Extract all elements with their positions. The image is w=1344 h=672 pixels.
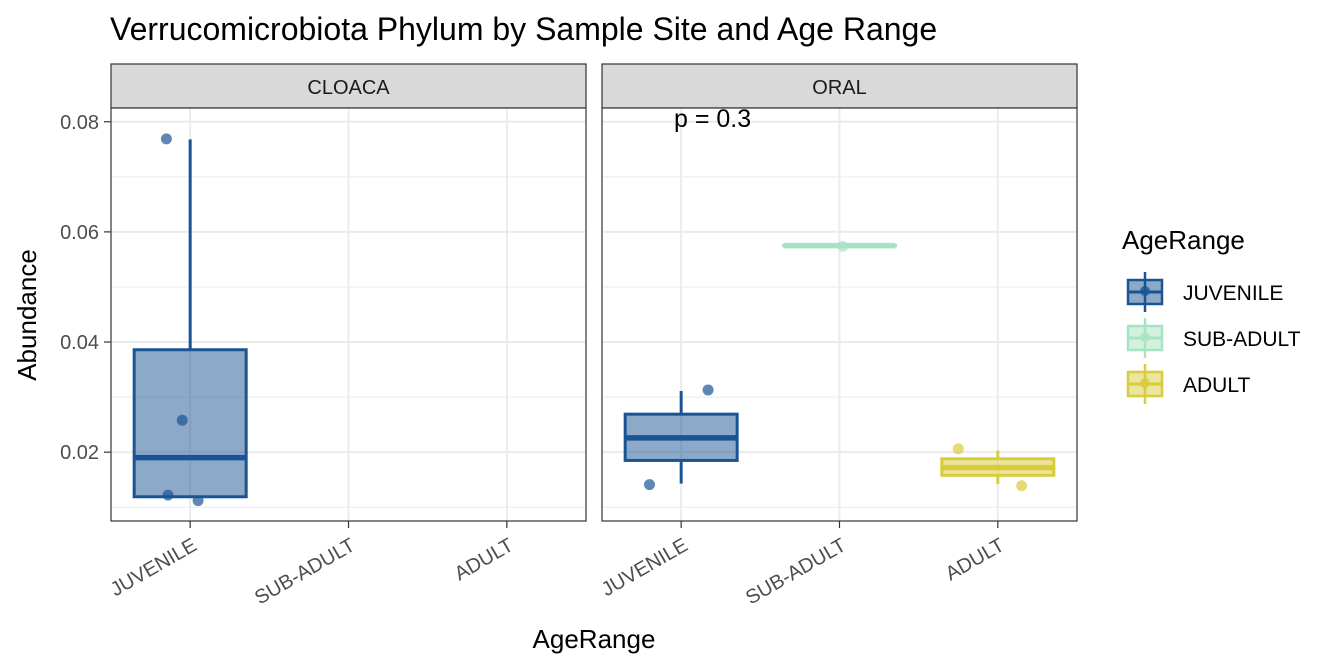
- legend-key-point: [1140, 332, 1150, 342]
- facet-strip: [110, 63, 587, 109]
- legend-key-adult: [1126, 364, 1164, 404]
- legend-label: ADULT: [1183, 374, 1250, 397]
- legend-title: AgeRange: [1122, 225, 1245, 255]
- boxplot-juvenile: [132, 133, 248, 507]
- facet-panels: CLOACA JUVENILE SUB-ADULT ADULT ORAL p = 0.3 J…: [107, 63, 1078, 609]
- y-tick-label: 0.08: [60, 112, 99, 134]
- data-point: [176, 414, 188, 426]
- data-point: [952, 443, 964, 455]
- x-tick-label: SUB-ADULT: [251, 534, 359, 609]
- facet-strip-label: ORAL: [812, 77, 866, 99]
- y-axis: 0.02 0.04 0.06 0.08: [60, 112, 111, 464]
- x-tick-label: ADULT: [942, 534, 1009, 585]
- data-point: [837, 240, 849, 252]
- boxplot-juvenile: [623, 384, 739, 491]
- data-point: [644, 479, 655, 491]
- data-point: [160, 133, 172, 145]
- legend-label: JUVENILE: [1183, 282, 1283, 305]
- chart-title: Verrucomicrobiota Phylum by Sample Site …: [110, 11, 937, 47]
- x-tick-label: JUVENILE: [598, 534, 692, 601]
- facet-strip: [601, 63, 1078, 109]
- x-tick-label: SUB-ADULT: [742, 534, 850, 609]
- data-point: [1016, 480, 1028, 492]
- legend-label: SUB-ADULT: [1183, 328, 1301, 351]
- y-tick-label: 0.04: [60, 332, 99, 354]
- y-tick-label: 0.02: [60, 442, 99, 464]
- boxplot-adult: [940, 443, 1056, 492]
- x-tick-label: ADULT: [451, 534, 518, 585]
- box-iqr: [132, 348, 248, 499]
- legend-key-point: [1140, 286, 1150, 296]
- y-axis-title: Abundance: [12, 249, 42, 381]
- facet-panel-cloaca: CLOACA JUVENILE SUB-ADULT ADULT: [107, 63, 587, 609]
- facet-panel-oral: ORAL p = 0.3 JUVENILE SUB-ADULT ADULT: [598, 63, 1078, 609]
- boxplot-sub-adult: [782, 240, 897, 252]
- x-tick-label: JUVENILE: [107, 534, 201, 601]
- p-value-annotation: p = 0.3: [674, 105, 751, 133]
- data-point: [702, 384, 714, 396]
- legend-key-juvenile: [1126, 272, 1164, 312]
- data-point: [162, 489, 174, 501]
- legend-key-sub-adult: [1126, 318, 1164, 358]
- legend-key-point: [1140, 378, 1150, 388]
- x-axis-title: AgeRange: [533, 624, 656, 654]
- data-point: [192, 495, 204, 507]
- y-tick-label: 0.06: [60, 222, 99, 244]
- facet-strip-label: CLOACA: [307, 77, 390, 99]
- legend: AgeRange JUVENILE SUB-ADULT ADULT: [1122, 225, 1301, 404]
